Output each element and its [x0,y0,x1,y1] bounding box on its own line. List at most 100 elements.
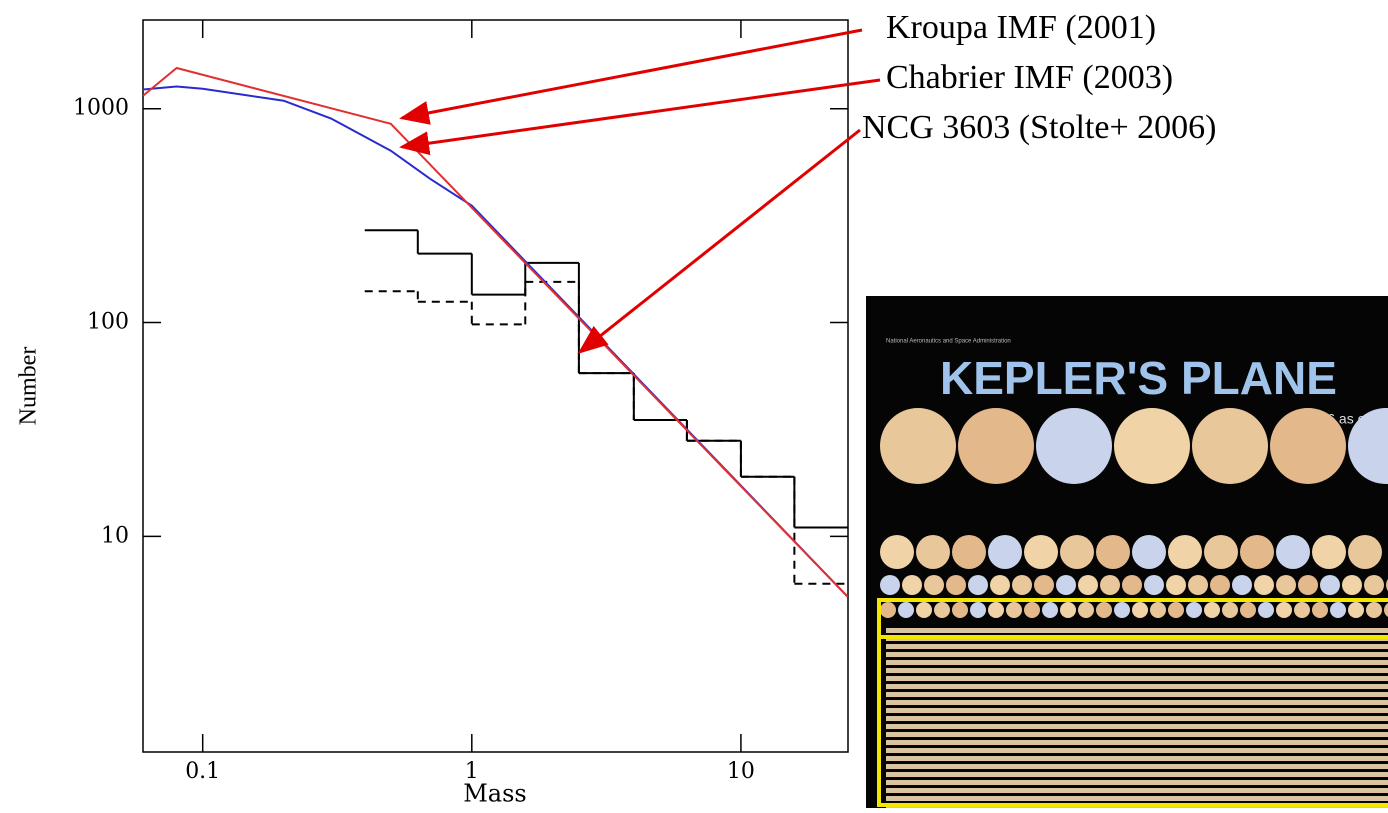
planet [898,602,914,618]
planet [1144,575,1164,595]
planet [1188,575,1208,595]
planet [1222,602,1238,618]
y-axis-label: Number [16,347,42,426]
y-tick-label: 100 [87,310,129,335]
planet [1232,575,1252,595]
planet [1312,535,1346,569]
planet [1348,535,1382,569]
planet-row [886,748,1388,753]
planet [1012,575,1032,595]
planet [916,602,932,618]
planet [1342,575,1362,595]
planet [1312,602,1328,618]
planet [1254,575,1274,595]
planet-row [886,692,1388,697]
planet [1060,602,1076,618]
planet [988,602,1004,618]
arrow [402,80,880,147]
planet-row [886,708,1388,713]
planet-row [886,716,1388,721]
planet [880,535,914,569]
planet-row [886,772,1388,777]
planet [968,575,988,595]
planet [1042,602,1058,618]
planet [1192,408,1268,484]
planet [1024,602,1040,618]
planet [1168,535,1202,569]
planet [1100,575,1120,595]
planet [970,602,986,618]
planet [1166,575,1186,595]
planet-row [886,684,1388,689]
planet [880,602,896,618]
plot-frame [143,20,848,752]
planet-row [886,796,1388,801]
poster-agency: National Aeronautics and Space Administr… [886,339,1011,345]
planet [902,575,922,595]
planet [1024,535,1058,569]
planet-row [886,652,1388,657]
y-tick-label: 1000 [73,96,129,121]
annotation: NCG 3603 (Stolte+ 2006) [862,109,1216,146]
planet [1240,602,1256,618]
planet [1034,575,1054,595]
planet-row [886,740,1388,745]
planet-row [886,700,1388,705]
annotation: Chabrier IMF (2003) [886,59,1173,96]
planet [1122,575,1142,595]
y-tick-label: 10 [101,523,129,548]
planet [1096,602,1112,618]
planet [1150,602,1166,618]
x-tick-label: 10 [727,759,755,784]
planet [924,575,944,595]
x-tick-label: 0.1 [185,759,220,784]
planet [1036,408,1112,484]
planet [1298,575,1318,595]
planet [1364,575,1384,595]
page: Number Mass Kroupa IMF (2001) Chabrier I… [0,0,1388,808]
planet-row [886,660,1388,665]
planet [1276,575,1296,595]
planet [990,575,1010,595]
planet [1168,602,1184,618]
planet [1204,535,1238,569]
line-series [143,87,848,598]
arrow [580,130,860,352]
planet [1294,602,1310,618]
planet-row [886,756,1388,761]
planet-row [886,668,1388,673]
planet [1078,575,1098,595]
planet [880,408,956,484]
planet [952,602,968,618]
planet [1096,535,1130,569]
planet [988,535,1022,569]
planet [1270,408,1346,484]
planet [1056,575,1076,595]
planet [1330,602,1346,618]
planet [958,408,1034,484]
planet [1366,602,1382,618]
planet-row [886,788,1388,793]
planet [1114,408,1190,484]
planet [1240,535,1274,569]
planet-row [886,676,1388,681]
planet [946,575,966,595]
planet-row [886,724,1388,729]
planet [1320,575,1340,595]
planet [916,535,950,569]
planet [1132,602,1148,618]
plot-area [143,68,848,597]
planet-row [886,628,1388,633]
planet [934,602,950,618]
planet [952,535,986,569]
planet-row [886,764,1388,769]
planet [1276,602,1292,618]
poster: National Aeronautics and Space Administr… [866,296,1388,808]
planet [1348,602,1364,618]
planet [1006,602,1022,618]
planet-row [886,732,1388,737]
planet-row [886,780,1388,785]
planet [880,575,900,595]
x-tick-label: 1 [465,759,479,784]
planet [1060,535,1094,569]
